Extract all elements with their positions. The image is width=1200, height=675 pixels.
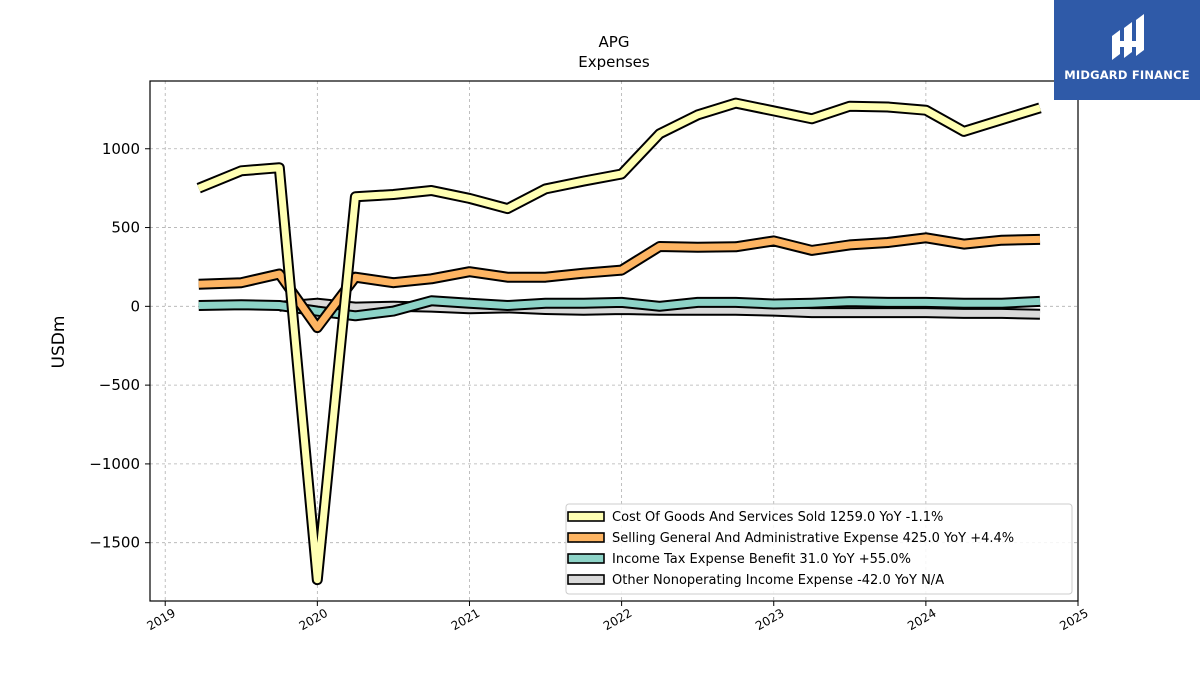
legend-label: Other Nonoperating Income Expense -42.0 … bbox=[612, 573, 944, 588]
midgard-finance-logo: MIDGARD FINANCE bbox=[1054, 0, 1200, 100]
x-tick-label: 2021 bbox=[449, 606, 482, 633]
x-tick-label: 2020 bbox=[297, 606, 330, 633]
midgard-logo-icon bbox=[1112, 14, 1144, 60]
legend-swatch bbox=[567, 574, 605, 585]
legend-swatch bbox=[567, 553, 605, 564]
chart-title: APG bbox=[599, 33, 630, 51]
y-tick-label: −1500 bbox=[89, 534, 140, 552]
y-tick-label: −1000 bbox=[89, 455, 140, 473]
plot-frame bbox=[149, 80, 1079, 602]
legend-label: Cost Of Goods And Services Sold 1259.0 Y… bbox=[612, 510, 943, 525]
legend-swatch bbox=[567, 532, 605, 543]
logo-text: MIDGARD FINANCE bbox=[1064, 68, 1190, 82]
series-layer bbox=[196, 97, 1042, 586]
series-cost-of-goods-and-services-sold bbox=[196, 97, 1042, 586]
y-axis-label: USDm bbox=[49, 316, 69, 369]
y-tick-label: 500 bbox=[111, 219, 140, 237]
legend-box bbox=[565, 503, 1073, 595]
x-tick-label: 2023 bbox=[753, 606, 786, 633]
chart-subtitle: Expenses bbox=[578, 53, 650, 71]
x-tick-label: 2024 bbox=[905, 606, 938, 633]
legend-swatch bbox=[567, 511, 605, 522]
legend: Cost Of Goods And Services Sold 1259.0 Y… bbox=[565, 503, 1073, 595]
legend-label: Income Tax Expense Benefit 31.0 YoY +55.… bbox=[612, 552, 911, 567]
legend-label: Selling General And Administrative Expen… bbox=[612, 531, 1014, 546]
x-tick-label: 2019 bbox=[144, 606, 177, 633]
x-tick-label: 2025 bbox=[1057, 606, 1090, 633]
series-line bbox=[197, 99, 1042, 584]
y-tick-label: 0 bbox=[130, 297, 140, 315]
y-tick-label: −500 bbox=[99, 376, 140, 394]
x-tick-label: 2022 bbox=[601, 606, 634, 633]
y-tick-label: 1000 bbox=[102, 140, 140, 158]
